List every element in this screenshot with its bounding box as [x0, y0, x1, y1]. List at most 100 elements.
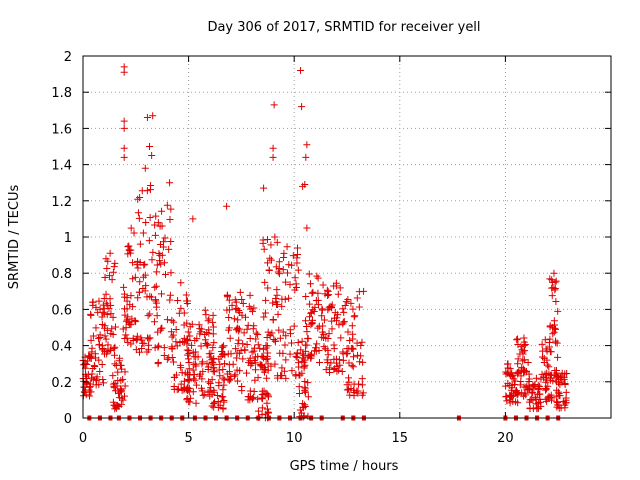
- data-point: [538, 340, 546, 348]
- data-point: [525, 370, 533, 378]
- x-tick-label: 20: [497, 431, 514, 446]
- data-point: [190, 360, 198, 368]
- data-point: [95, 341, 103, 349]
- data-point: [208, 402, 216, 410]
- data-point: [99, 308, 107, 316]
- data-point: [127, 292, 135, 300]
- x-tick-label: 5: [184, 431, 192, 446]
- data-point: [325, 291, 333, 299]
- data-point: [141, 260, 149, 268]
- data-point: [238, 311, 246, 319]
- data-point: [252, 335, 260, 343]
- data-point: [339, 305, 347, 313]
- data-point: [234, 377, 242, 385]
- data-point: [152, 296, 160, 304]
- data-point: [121, 392, 129, 400]
- data-points: [79, 63, 571, 422]
- data-point: [358, 375, 366, 383]
- data-point: [538, 370, 546, 378]
- data-point: [125, 319, 133, 327]
- data-point: [517, 372, 525, 380]
- data-point-peak: [260, 184, 268, 192]
- data-point: [127, 340, 135, 348]
- x-tick-label: 15: [392, 431, 409, 446]
- data-point: [249, 393, 257, 401]
- data-point: [109, 313, 117, 321]
- data-point-peak: [146, 143, 154, 150]
- data-point: [138, 339, 146, 347]
- data-point: [266, 332, 274, 340]
- data-point: [552, 277, 560, 285]
- data-point: [168, 343, 176, 351]
- data-point-peak: [223, 202, 231, 210]
- data-point: [308, 289, 316, 297]
- data-point: [504, 379, 512, 387]
- data-point: [535, 383, 543, 391]
- data-point: [195, 321, 203, 329]
- data-point: [531, 381, 539, 389]
- data-point: [246, 334, 254, 342]
- data-point: [525, 382, 533, 390]
- data-point-peak: [550, 269, 558, 277]
- data-point: [121, 293, 129, 301]
- data-point: [267, 362, 275, 370]
- data-point: [144, 312, 152, 320]
- data-point: [305, 270, 313, 278]
- data-point: [335, 321, 343, 329]
- data-point: [189, 366, 197, 374]
- data-point: [225, 376, 233, 384]
- data-point: [258, 404, 266, 412]
- data-point: [336, 284, 344, 292]
- data-point: [273, 238, 281, 246]
- data-point: [192, 348, 200, 356]
- data-point: [205, 378, 213, 386]
- data-point: [284, 269, 292, 277]
- data-point: [243, 325, 251, 333]
- data-point: [221, 360, 229, 368]
- data-point: [228, 301, 236, 309]
- data-point: [167, 238, 175, 246]
- data-point: [261, 309, 269, 317]
- data-point: [347, 344, 355, 352]
- data-point: [117, 385, 125, 393]
- data-point-peak: [303, 141, 311, 149]
- data-point: [146, 292, 154, 300]
- data-point: [276, 334, 284, 342]
- data-point: [262, 296, 270, 304]
- data-point: [309, 306, 317, 314]
- data-point: [344, 296, 352, 304]
- data-point: [332, 282, 340, 290]
- data-point: [110, 351, 118, 359]
- data-point: [161, 234, 169, 242]
- data-point: [98, 342, 106, 350]
- data-point: [526, 396, 534, 404]
- data-point: [101, 332, 109, 340]
- data-point: [552, 297, 560, 305]
- data-point: [324, 358, 332, 366]
- data-point: [233, 349, 241, 357]
- data-point: [134, 294, 142, 302]
- data-point: [302, 347, 310, 355]
- data-point: [80, 361, 88, 369]
- data-point: [163, 355, 171, 363]
- data-point: [108, 276, 116, 284]
- data-point: [309, 288, 317, 296]
- data-point: [166, 291, 174, 299]
- data-point: [226, 334, 234, 342]
- data-point-peak: [301, 181, 309, 189]
- data-point: [262, 344, 270, 352]
- data-point: [204, 317, 212, 325]
- data-point: [190, 370, 198, 378]
- data-point: [197, 342, 205, 350]
- data-point: [167, 205, 175, 213]
- data-point: [110, 401, 118, 409]
- data-point: [114, 376, 122, 384]
- data-point: [267, 241, 275, 249]
- data-point: [151, 283, 159, 291]
- data-point: [557, 404, 565, 412]
- data-point: [201, 391, 209, 399]
- data-point: [260, 390, 268, 398]
- data-point: [301, 317, 309, 325]
- data-point: [357, 341, 365, 349]
- data-point: [214, 403, 222, 411]
